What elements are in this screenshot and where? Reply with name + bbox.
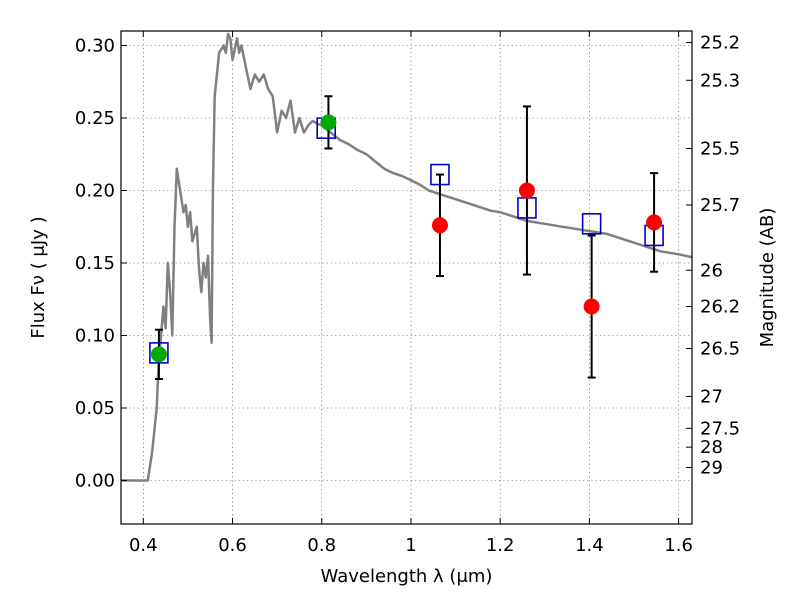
y2-tick-label: 29: [700, 457, 723, 478]
model-square: [149, 342, 169, 364]
model-spectrum-layer: [121, 32, 693, 482]
y2-tick-label: 26.2: [700, 297, 740, 318]
y2-tick-label: 25.2: [700, 33, 740, 54]
y-tick-label: 0.05: [75, 398, 115, 419]
model-spectrum-line: [121, 32, 693, 482]
y-axis-label: Flux Fν ( μJy ): [28, 216, 49, 338]
y2-tick-label: 25.5: [700, 138, 740, 159]
y-tick-label: 0.20: [75, 181, 115, 202]
y-tick-label: 0.15: [75, 253, 115, 274]
y2-tick-label: 28: [700, 437, 723, 458]
model-squares: [149, 117, 664, 364]
y2-tick-label: 26: [700, 260, 723, 281]
y2-tick-label: 25.7: [700, 195, 740, 216]
y2-axis-label: Magnitude (AB): [757, 208, 778, 348]
x-tick-label: 1.4: [575, 535, 604, 556]
y-tick-label: 0.25: [75, 108, 115, 129]
y-tick-label: 0.00: [75, 471, 115, 492]
x-tick-label: 1.2: [486, 535, 515, 556]
y2-tick-label: 27.5: [700, 418, 740, 439]
x-tick-label: 1.6: [664, 535, 693, 556]
x-tick-label: 1: [405, 535, 416, 556]
x-axis-label: Wavelength λ (μm): [321, 566, 493, 587]
observed-point: [320, 114, 337, 131]
observed-point: [518, 182, 535, 199]
y2-tick-label: 27: [700, 386, 723, 407]
observed-point: [646, 214, 663, 231]
error-bars: [154, 95, 659, 380]
y2-tick-label: 26.5: [700, 339, 740, 360]
x-tick-label: 0.4: [129, 535, 158, 556]
observed-points: [150, 114, 663, 363]
model-square: [581, 213, 602, 235]
y-tick-label: 0.30: [75, 36, 115, 57]
observed-point: [431, 217, 448, 234]
observed-point: [150, 346, 167, 363]
ticks: 0.4 0.6 0.8 1 1.2 1.4 1.6 0.00 0.05 0.10 0.15 0.20 0…: [75, 31, 740, 556]
plot-frame: [120, 30, 693, 525]
observed-point: [583, 298, 600, 315]
x-tick-label: 0.8: [307, 535, 336, 556]
model-square: [430, 163, 450, 186]
x-tick-label: 0.6: [218, 535, 247, 556]
y2-tick-label: 25.3: [700, 70, 740, 91]
y-tick-label: 0.10: [75, 326, 115, 347]
